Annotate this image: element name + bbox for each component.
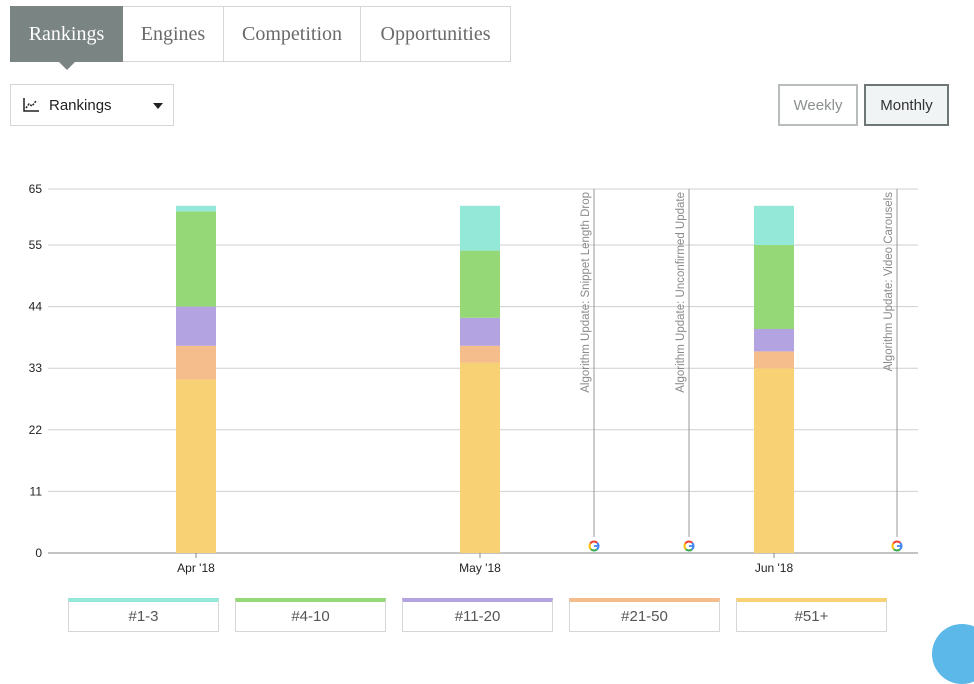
legend-item-21-50[interactable]: #21-50 <box>569 598 720 632</box>
bar-segment <box>176 306 216 346</box>
google-icon <box>683 540 695 552</box>
legend-item-4-10[interactable]: #4-10 <box>235 598 386 632</box>
bar-segment <box>754 351 794 369</box>
annotation-label: Algorithm Update: Snippet Length Drop <box>580 192 592 393</box>
weekly-button[interactable]: Weekly <box>778 84 858 126</box>
y-tick-label: 0 <box>35 546 42 560</box>
google-icon <box>588 540 600 552</box>
tab-rankings[interactable]: Rankings <box>10 6 123 70</box>
legend-item-51-plus[interactable]: #51+ <box>736 598 887 632</box>
chart-legend: #1-3 #4-10 #11-20 #21-50 #51+ <box>68 598 887 632</box>
bar-segment <box>460 250 500 318</box>
line-chart-icon <box>23 98 39 112</box>
view-tabs: Rankings Engines Competition Opportuniti… <box>10 6 511 70</box>
tab-opportunities[interactable]: Opportunities <box>361 6 511 62</box>
y-tick-label: 33 <box>29 361 43 375</box>
tab-competition[interactable]: Competition <box>224 6 361 62</box>
y-tick-label: 11 <box>30 484 43 498</box>
legend-item-1-3[interactable]: #1-3 <box>68 598 219 632</box>
tab-engines[interactable]: Engines <box>123 6 224 62</box>
chevron-down-icon <box>153 103 163 109</box>
x-tick-label: Apr '18 <box>177 561 215 575</box>
monthly-button[interactable]: Monthly <box>864 84 949 126</box>
bar-segment <box>460 317 500 346</box>
legend-item-11-20[interactable]: #11-20 <box>402 598 553 632</box>
rankings-chart: 0 11 22 33 44 55 65 Apr '18 May '18 Jun '18 Algori… <box>29 182 918 575</box>
bar-segment <box>460 205 500 251</box>
bar-segment <box>754 329 794 352</box>
bar-segment <box>176 379 216 553</box>
annotation-label: Algorithm Update: Video Carousels <box>883 192 895 372</box>
y-tick-label: 22 <box>29 423 43 437</box>
bar-segment <box>176 205 216 212</box>
y-tick-label: 44 <box>29 300 43 314</box>
y-tick-label: 55 <box>29 238 43 252</box>
x-tick-label: Jun '18 <box>755 561 794 575</box>
y-tick-label: 65 <box>29 182 43 196</box>
bar-segment <box>754 205 794 245</box>
bar-segment <box>176 345 216 380</box>
chat-button[interactable] <box>932 624 974 684</box>
bar-segment <box>460 345 500 363</box>
bar-segment <box>754 245 794 329</box>
metric-dropdown[interactable]: Rankings <box>10 84 174 126</box>
metric-dropdown-label: Rankings <box>49 96 112 114</box>
bar-segment <box>176 211 216 307</box>
x-tick-label: May '18 <box>459 561 501 575</box>
bar-segment <box>460 362 500 553</box>
annotation-label: Algorithm Update: Unconfirmed Update <box>675 192 687 393</box>
bar-segment <box>754 368 794 553</box>
google-icon <box>891 540 903 552</box>
